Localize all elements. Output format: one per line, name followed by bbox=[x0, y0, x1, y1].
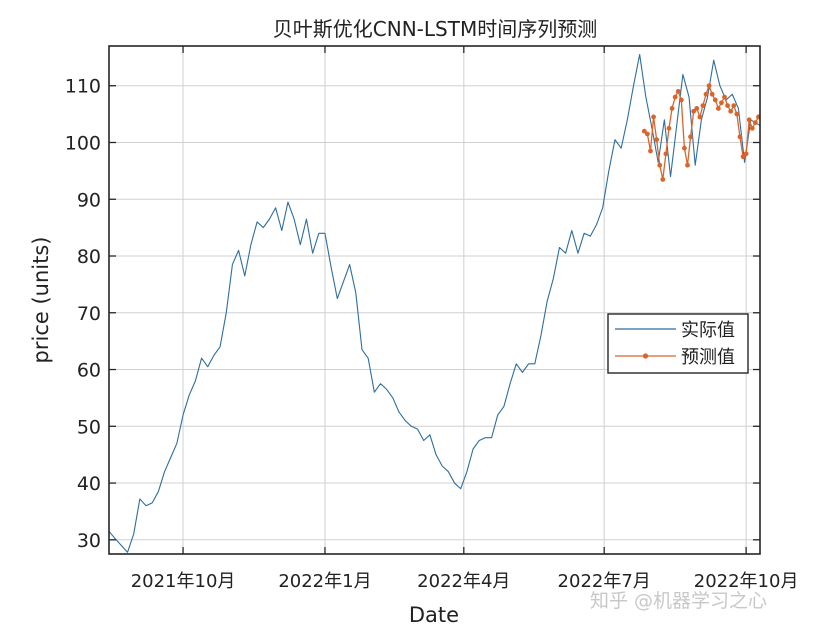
data-point-predicted bbox=[691, 108, 697, 114]
y-tick-label: 100 bbox=[65, 132, 101, 154]
data-point-predicted bbox=[688, 134, 693, 140]
data-point-predicted bbox=[660, 176, 666, 182]
y-tick-label: 40 bbox=[77, 473, 101, 495]
y-tick-label: 110 bbox=[65, 76, 101, 98]
data-point-predicted bbox=[734, 111, 740, 117]
axis-ticks: 30 40 50 60 70 80 90 100 110 2021年10月 2022年1月 2022年… bbox=[65, 46, 799, 592]
data-point-predicted bbox=[719, 100, 724, 106]
data-point-predicted bbox=[682, 145, 687, 151]
plot-area bbox=[109, 46, 760, 554]
data-point-predicted bbox=[657, 162, 663, 168]
legend-label-actual: 实际值 bbox=[681, 320, 735, 341]
data-point-predicted bbox=[731, 103, 737, 108]
data-point-predicted bbox=[712, 97, 718, 103]
data-point-predicted bbox=[715, 106, 721, 111]
legend-label-predicted: 预测值 bbox=[681, 347, 735, 368]
data-point-predicted bbox=[672, 94, 678, 100]
data-point-predicted bbox=[743, 151, 749, 157]
data-point-predicted bbox=[703, 91, 709, 97]
data-point-predicted bbox=[725, 103, 730, 108]
y-tick-label: 70 bbox=[77, 303, 101, 325]
data-point-predicted bbox=[746, 117, 752, 123]
data-point-predicted bbox=[694, 106, 700, 111]
data-point-predicted bbox=[663, 151, 669, 157]
data-point-predicted bbox=[641, 128, 647, 134]
data-point-predicted bbox=[651, 114, 656, 120]
legend-box bbox=[607, 313, 749, 374]
data-point-predicted bbox=[709, 91, 715, 97]
data-point-predicted bbox=[706, 83, 712, 89]
grid-lines bbox=[109, 46, 760, 554]
data-point-predicted bbox=[740, 154, 746, 160]
data-point-predicted bbox=[737, 134, 743, 140]
x-tick-label: 2022年10月 bbox=[694, 571, 799, 592]
data-point-predicted bbox=[654, 137, 660, 143]
data-point-predicted bbox=[685, 162, 690, 168]
data-point-predicted bbox=[697, 114, 703, 120]
data-point-predicted bbox=[756, 114, 760, 120]
legend-marker-predicted bbox=[642, 353, 649, 359]
data-point-predicted bbox=[722, 94, 727, 100]
data-point-predicted bbox=[669, 106, 675, 111]
data-point-predicted bbox=[700, 103, 706, 108]
series-line-predicted bbox=[643, 85, 760, 181]
plot-frame bbox=[108, 45, 761, 555]
y-tick-label: 60 bbox=[77, 360, 101, 382]
y-tick-label: 80 bbox=[77, 246, 101, 268]
watermark: 知乎 @机器学习之心 bbox=[590, 590, 768, 612]
series-line-actual bbox=[109, 53, 760, 553]
chart-title: 贝叶斯优化CNN-LSTM时间序列预测 bbox=[273, 17, 597, 41]
data-point-predicted bbox=[675, 89, 681, 94]
data-point-predicted bbox=[728, 108, 734, 114]
x-axis-label: Date bbox=[409, 603, 459, 627]
x-tick-label: 2022年1月 bbox=[278, 571, 371, 592]
x-tick-label: 2022年4月 bbox=[417, 571, 510, 592]
data-point-predicted bbox=[752, 120, 758, 126]
x-tick-label: 2022年7月 bbox=[558, 571, 651, 592]
data-point-predicted bbox=[749, 125, 755, 131]
y-tick-label: 30 bbox=[77, 530, 101, 552]
data-point-predicted bbox=[648, 148, 653, 154]
x-tick-label: 2021年10月 bbox=[131, 571, 236, 592]
series-layer bbox=[109, 53, 760, 553]
legend: 实际值 预测值 bbox=[607, 313, 749, 374]
data-point-predicted bbox=[666, 125, 672, 131]
data-point-predicted bbox=[644, 131, 650, 137]
y-tick-label: 50 bbox=[77, 416, 101, 438]
y-axis-label: price (units) bbox=[29, 237, 53, 364]
y-tick-label: 90 bbox=[77, 189, 101, 211]
data-point-predicted bbox=[678, 97, 684, 103]
